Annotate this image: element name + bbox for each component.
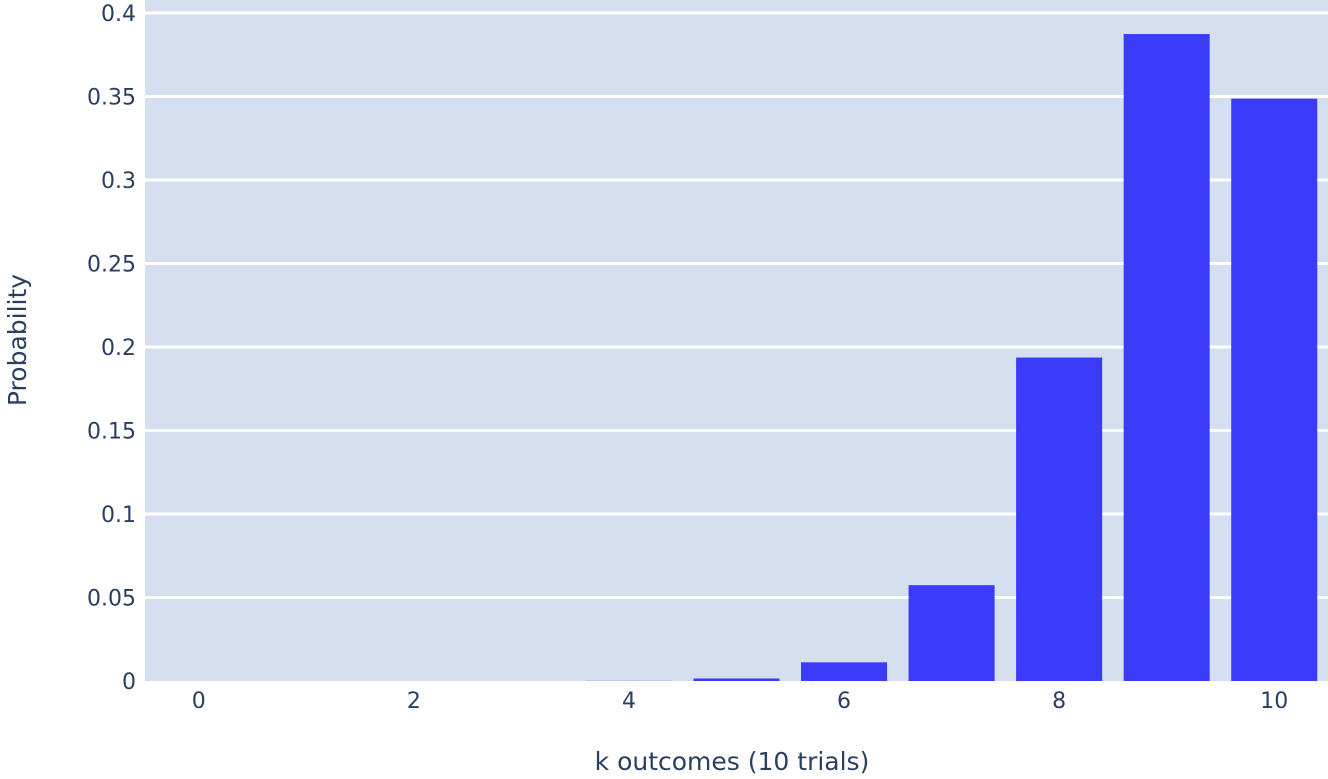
y-tick-label: 0.3 <box>101 169 136 194</box>
y-tick-label: 0.25 <box>87 253 136 278</box>
bar-k-10 <box>1231 98 1318 681</box>
y-tick-label: 0.1 <box>101 503 136 528</box>
bar-k-6 <box>801 662 888 681</box>
y-axis-title: Probability <box>3 274 32 406</box>
x-tick-label: 0 <box>192 689 206 714</box>
x-tick-label: 6 <box>837 689 851 714</box>
x-tick-label: 2 <box>407 689 421 714</box>
x-tick-label: 4 <box>622 689 636 714</box>
x-tick-label: 10 <box>1260 689 1288 714</box>
bar-k-9 <box>1123 34 1210 682</box>
x-axis-ticks: 0 2 4 6 8 10 <box>192 689 1288 714</box>
y-tick-label: 0.15 <box>87 420 136 445</box>
bar-k-5 <box>693 678 780 681</box>
bars <box>585 34 1318 682</box>
y-tick-label: 0.2 <box>101 336 136 361</box>
bar-k-7 <box>908 585 995 681</box>
y-tick-label: 0.05 <box>87 587 136 612</box>
x-axis-title: k outcomes (10 trials) <box>595 747 870 776</box>
bar-k-8 <box>1016 357 1103 681</box>
y-tick-label: 0.35 <box>87 86 136 111</box>
x-tick-label: 8 <box>1052 689 1066 714</box>
y-tick-label: 0.4 <box>101 2 136 27</box>
y-tick-label: 0 <box>122 670 136 695</box>
y-axis-ticks: 0 0.05 0.1 0.15 0.2 0.25 0.3 0.35 0.4 <box>87 2 136 695</box>
